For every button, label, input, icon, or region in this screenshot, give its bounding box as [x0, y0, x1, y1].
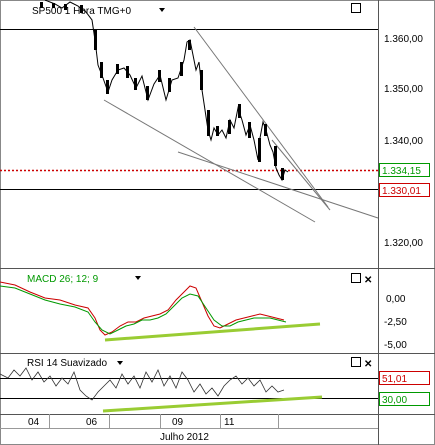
- rsi-lower-badge: [379, 392, 430, 406]
- time-axis: 04 06 09 11 Julho 2012: [0, 414, 435, 445]
- trendline-short[interactable]: [271, 139, 331, 211]
- trendline-lower[interactable]: [103, 99, 316, 223]
- level-price-badge: [379, 183, 430, 197]
- price-label-1340: 1.340,00: [384, 136, 423, 147]
- macd-dropdown-icon[interactable]: [135, 276, 141, 280]
- macd-axis-minus5: -5,00: [384, 340, 407, 351]
- trendline-channel[interactable]: [177, 151, 379, 219]
- current-price-badge: [379, 163, 430, 177]
- rsi-upper-badge: [379, 371, 430, 385]
- time-tick-04: 04: [28, 417, 40, 428]
- price-label-1360: 1.360,00: [384, 34, 423, 45]
- rsi-trendline[interactable]: [102, 395, 323, 413]
- time-tick-06: 06: [86, 417, 98, 428]
- current-price-value: 1.334,15: [382, 166, 421, 177]
- macd-axis-minus2-5: -2,50: [384, 317, 407, 328]
- rsi-panel: RSI 14 Suavizado ✕ 51,01 30,00: [0, 354, 430, 414]
- price-panel: SP500 1 Hora TMG+0 1.360,00 1.350,00 1.3…: [0, 0, 435, 269]
- chart-title: SP500 1 Hora TMG+0: [32, 6, 131, 17]
- window-restore-icon[interactable]: [351, 3, 361, 13]
- macd-panel: MACD 26; 12; 9 ✕ 0,00 -2,50 -5,00: [0, 269, 435, 354]
- trendline-upper[interactable]: [193, 26, 329, 208]
- macd-line: [0, 281, 285, 336]
- time-tick-09: 09: [172, 417, 184, 428]
- price-label-1320: 1.320,00: [384, 238, 423, 249]
- rsi-close-icon[interactable]: ✕: [364, 359, 372, 370]
- macd-signal-line: [0, 285, 287, 335]
- macd-close-icon[interactable]: ✕: [364, 275, 372, 286]
- level-price-value: 1.330,01: [382, 186, 421, 197]
- macd-window-restore-icon[interactable]: [351, 273, 361, 283]
- macd-title: MACD 26; 12; 9: [27, 274, 99, 285]
- candle-bodies: [40, 2, 284, 180]
- rsi-window-restore-icon[interactable]: [351, 357, 361, 367]
- rsi-upper-value: 51,01: [382, 374, 407, 385]
- rsi-line: [0, 367, 285, 401]
- macd-trendline[interactable]: [104, 322, 321, 342]
- price-label-1350: 1.350,00: [384, 84, 423, 95]
- rsi-lower-value: 30,00: [382, 395, 407, 406]
- rsi-dropdown-icon[interactable]: [117, 361, 123, 365]
- macd-axis-0: 0,00: [386, 294, 406, 305]
- rsi-title: RSI 14 Suavizado: [27, 358, 107, 369]
- time-month-label: Julho 2012: [160, 432, 209, 443]
- title-dropdown-icon[interactable]: [159, 8, 165, 12]
- time-tick-11: 11: [224, 417, 235, 428]
